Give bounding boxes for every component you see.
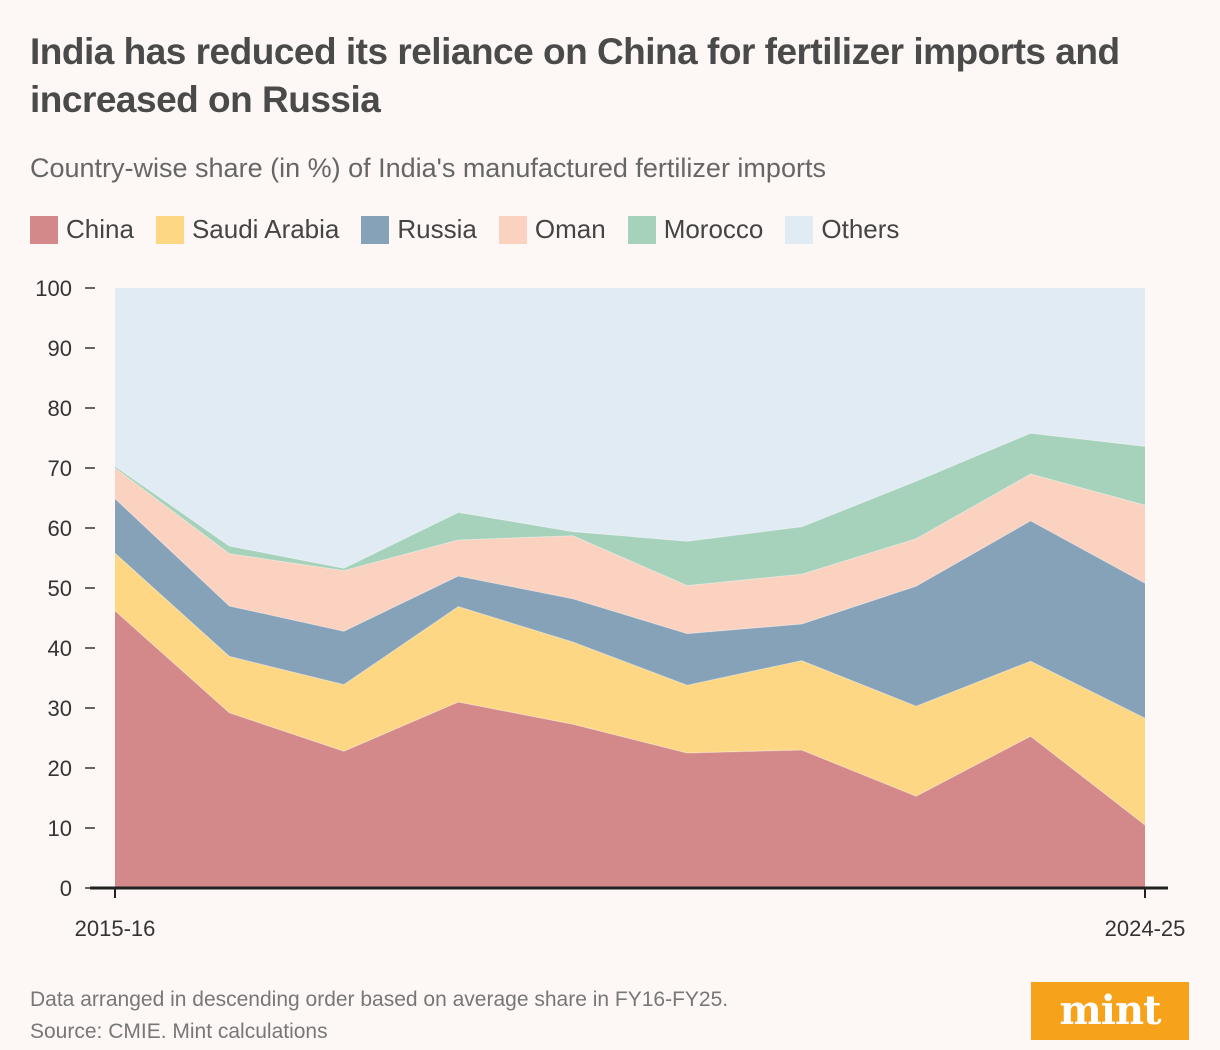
boundary-oman [114,467,1146,587]
x-tick-label: 2015-16 [75,916,156,941]
y-tick-label: 70 [48,456,72,481]
legend-label-others: Others [821,214,900,244]
legend-label-china: China [66,214,134,244]
legend-label-morocco: Morocco [663,214,764,244]
mint-logo: mint [1031,982,1189,1040]
legend-item-saudi-arabia: Saudi Arabia [155,214,340,245]
y-tick-label: 20 [48,756,72,781]
y-tick-label: 80 [48,396,72,421]
legend-item-morocco: Morocco [627,214,764,245]
legend-swatch-others [785,215,814,244]
area-layers [114,288,1146,888]
y-tick-label: 40 [48,636,72,661]
legend-item-oman: Oman [498,214,606,245]
boundary-russia [114,498,1146,635]
source-note: Source: CMIE. Mint calculations [30,1020,328,1043]
area-china [115,610,1145,888]
legend-swatch-china [30,215,58,244]
chart-subtitle: Country-wise share (in %) of India's man… [30,153,826,183]
y-tick-label: 100 [35,276,72,301]
boundary-saudi-arabia [114,552,1146,719]
y-axis: 0 10 20 30 40 50 60 70 80 90 100 [35,276,95,901]
legend-swatch-saudi-arabia [155,215,184,244]
y-tick-label: 10 [48,816,72,841]
y-tick-label: 50 [48,576,72,601]
area-others [115,288,1145,569]
area-russia [115,498,1145,719]
x-tick-label: 2024-25 [1105,916,1186,941]
boundary-china [114,610,1146,826]
area-saudi-arabia [115,553,1145,825]
x-axis: 2015-16 2024-25 [75,888,1186,941]
y-tick-label: 0 [60,876,72,901]
footnote: Data arranged in descending order based … [30,988,729,1011]
boundary-morocco [114,432,1146,569]
legend-item-china: China [30,214,134,245]
legend-item-russia: Russia [361,214,477,245]
chart-title: India has reduced its reliance on China … [30,31,1120,120]
legend-label-saudi-arabia: Saudi Arabia [191,214,340,244]
chart-legend: China Saudi Arabia Russia Oman Morocco Others [30,214,899,245]
legend-item-others: Others [785,214,899,245]
legend-label-oman: Oman [534,214,606,244]
y-tick-label: 30 [48,696,72,721]
legend-swatch-oman [498,215,527,244]
area-oman [115,468,1145,634]
legend-swatch-russia [361,215,390,244]
legend-swatch-morocco [627,215,656,244]
legend-label-russia: Russia [397,214,477,244]
area-morocco [115,433,1145,586]
stacked-area-chart: 0 10 20 30 40 50 60 70 80 90 100 2015-16 2024-25 [35,276,1186,941]
y-tick-label: 90 [48,336,72,361]
y-tick-label: 60 [48,516,72,541]
